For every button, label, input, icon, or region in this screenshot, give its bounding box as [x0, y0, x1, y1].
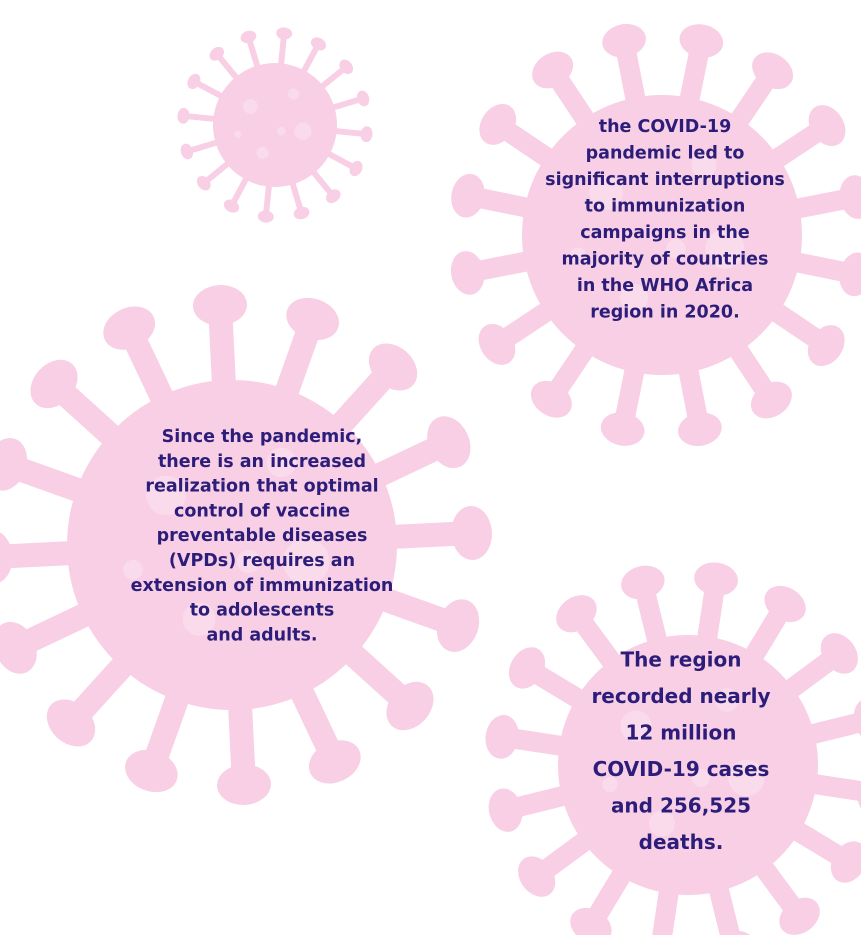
virus-spot	[234, 131, 241, 138]
virus-knob	[483, 713, 522, 761]
virus-knob	[347, 159, 365, 179]
virus-knob	[0, 529, 14, 585]
callout-text: extension of immunization	[131, 576, 394, 596]
infographic: the COVID-19 pandemic led to significant i…	[0, 0, 861, 935]
virus-knob	[450, 505, 493, 561]
virus-knob	[119, 743, 183, 799]
virus-knob	[179, 142, 195, 161]
callout-text: to adolescents	[190, 601, 335, 621]
callout-text: (VPDs) requires an	[169, 551, 355, 571]
virus-knob	[360, 126, 374, 143]
callout-text: 12 million	[625, 721, 736, 745]
virus-spot	[294, 123, 311, 140]
callout-text: campaigns in the	[580, 223, 750, 243]
virus-knob	[675, 409, 725, 450]
callout-text: majority of countries	[562, 250, 769, 270]
callout-text: the COVID-19	[599, 117, 732, 137]
callout-text: The region	[621, 648, 742, 672]
callout-text: pandemic led to	[586, 144, 745, 164]
virus-knob	[447, 171, 488, 221]
virus-knob	[617, 561, 668, 604]
virus-knob	[280, 291, 344, 347]
callout-text: region in 2020.	[590, 303, 740, 323]
virus-knob	[257, 210, 274, 224]
callout-text: COVID-19 cases	[593, 757, 770, 781]
virus-spot	[243, 99, 258, 114]
virus-knob	[222, 197, 242, 215]
virus-knob	[484, 785, 527, 836]
virus-knob	[216, 763, 272, 806]
callout-text: deaths.	[639, 830, 724, 854]
virus-knob	[177, 107, 191, 124]
virus-knob	[430, 593, 486, 657]
callout-text: in the WHO Africa	[577, 276, 753, 296]
virus-knob	[239, 29, 258, 45]
callout-text: preventable diseases	[157, 526, 368, 546]
virus-knob	[355, 89, 371, 108]
virus-knob	[292, 205, 311, 221]
virus-knob	[692, 560, 740, 599]
callout-text: and adults.	[206, 625, 317, 645]
virus-knob	[598, 409, 648, 450]
virus	[177, 27, 374, 224]
virus-spot	[256, 147, 268, 159]
callout-text: recorded nearly	[591, 684, 770, 708]
callout-text: control of vaccine	[174, 501, 350, 521]
callout-text: Since the pandemic,	[162, 427, 363, 447]
virus-knob	[676, 20, 726, 61]
virus-knob	[276, 27, 293, 41]
callout-text: there is an increased	[158, 452, 366, 472]
virus-knob	[599, 20, 649, 61]
virus-spot	[288, 88, 299, 99]
virus-knob	[192, 284, 248, 327]
virus-knob	[447, 248, 488, 298]
virus-body	[213, 63, 337, 187]
virus-knob	[185, 72, 203, 92]
virus-spot	[277, 127, 286, 136]
callout-text: realization that optimal	[145, 477, 378, 497]
virus-knob	[309, 35, 329, 53]
virus	[483, 560, 861, 935]
callout-text: to immunization	[585, 197, 746, 217]
callout-text: and 256,525	[611, 794, 751, 818]
callout-text: significant interruptions	[545, 170, 785, 190]
